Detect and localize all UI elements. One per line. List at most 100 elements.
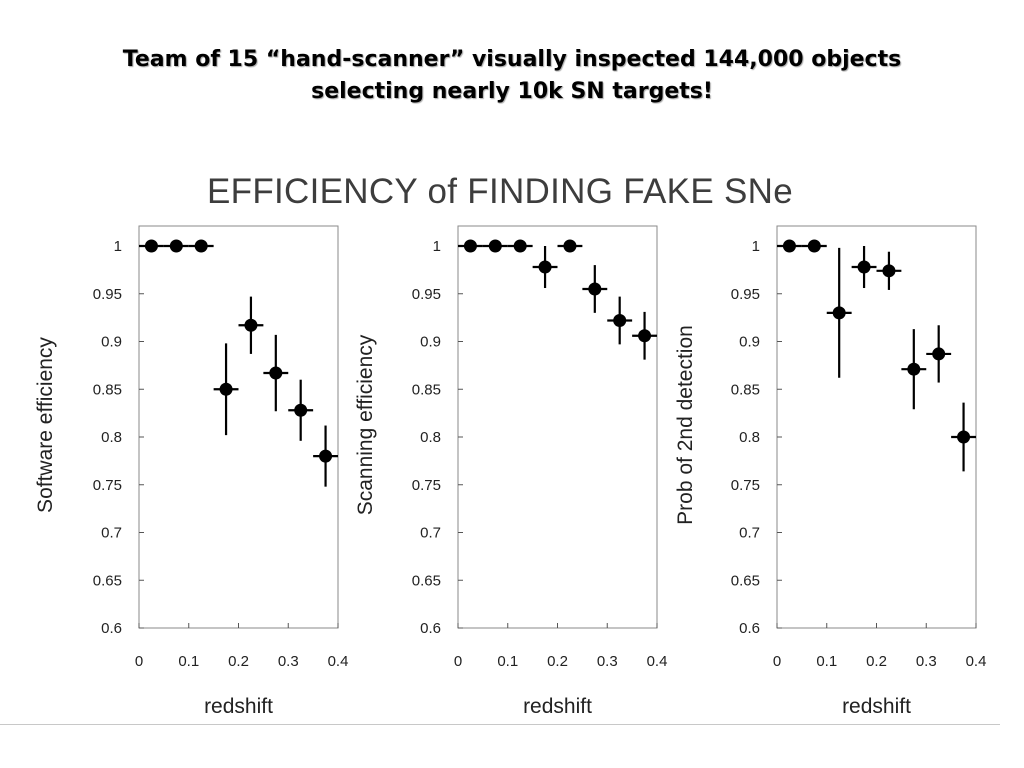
data-marker <box>932 347 946 361</box>
data-marker <box>319 449 333 463</box>
y-tick-label: 1 <box>752 238 760 255</box>
data-marker <box>219 382 233 396</box>
x-tick-label: 0.1 <box>497 653 518 670</box>
data-point <box>188 239 214 253</box>
x-axis-label: redshift <box>204 695 273 718</box>
data-marker <box>563 239 577 253</box>
y-tick-label: 0.65 <box>731 572 760 589</box>
slide-title: Team of 15 “hand-scanner” visually inspe… <box>0 44 1024 108</box>
chart-panel-2: 0.6 0.65 0.7 0.75 0.8 0.85 0.9 0.95 1 0 0.1 0.2 0.3 0… <box>354 225 668 718</box>
x-tick-label: 0.2 <box>228 653 249 670</box>
y-tick-label: 1 <box>433 238 441 255</box>
data-point <box>607 296 633 345</box>
data-marker <box>169 239 183 253</box>
data-point <box>288 379 314 441</box>
y-tick-label: 0.9 <box>420 334 441 351</box>
data-point <box>851 246 877 289</box>
data-point <box>777 239 802 253</box>
x-tick-label: 0.4 <box>328 653 349 670</box>
data-point <box>557 239 583 253</box>
data-point <box>801 239 827 253</box>
data-marker <box>538 260 552 274</box>
x-tick-label: 0.1 <box>816 653 837 670</box>
y-tick-label: 0.7 <box>420 525 441 542</box>
x-tick-label: 0.2 <box>866 653 887 670</box>
data-marker <box>832 306 846 320</box>
chart-panel-1: 0.6 0.65 0.7 0.75 0.8 0.85 0.9 0.95 1 0 0.1 0.2 0.3 0… <box>34 225 349 718</box>
y-tick-label: 0.8 <box>420 429 441 446</box>
data-point <box>926 325 952 383</box>
data-marker <box>269 366 283 380</box>
plot-frame <box>138 225 339 629</box>
data-marker <box>613 313 627 327</box>
data-point <box>458 239 483 253</box>
y-axis-label: Prob of 2nd detection <box>674 325 697 525</box>
y-tick-label: 0.65 <box>412 572 441 589</box>
data-marker <box>144 239 158 253</box>
x-axis-label: redshift <box>523 695 592 718</box>
data-point <box>632 311 657 360</box>
x-axis-label: redshift <box>842 695 911 718</box>
data-point <box>507 239 533 253</box>
y-tick-label: 0.65 <box>93 572 122 589</box>
data-point <box>313 425 338 487</box>
y-tick-label: 0.8 <box>101 429 122 446</box>
y-tick-label: 1 <box>114 238 122 255</box>
y-tick-label: 0.95 <box>412 286 441 303</box>
data-point <box>876 251 902 290</box>
y-tick-label: 0.75 <box>93 477 122 494</box>
data-point <box>532 246 558 289</box>
y-tick-label: 0.7 <box>101 525 122 542</box>
y-tick-label: 0.6 <box>101 620 122 637</box>
y-tick-label: 0.85 <box>412 381 441 398</box>
data-marker <box>638 329 652 343</box>
y-tick-label: 0.95 <box>731 286 760 303</box>
data-point <box>213 343 239 436</box>
data-point <box>238 296 264 354</box>
y-tick-label: 0.85 <box>93 381 122 398</box>
figure-title: EFFICIENCY of FINDING FAKE SNe <box>207 172 793 211</box>
plot-frame <box>457 225 658 629</box>
y-tick-label: 0.6 <box>420 620 441 637</box>
data-point <box>901 329 927 410</box>
data-marker <box>882 264 896 278</box>
data-point <box>263 334 289 412</box>
data-point <box>951 402 976 472</box>
slide-title-line-2: selecting nearly 10k SN targets! <box>311 79 713 104</box>
x-tick-label: 0.4 <box>647 653 668 670</box>
data-marker <box>907 362 921 376</box>
y-tick-label: 0.7 <box>739 525 760 542</box>
data-point <box>139 239 164 253</box>
data-marker <box>957 430 971 444</box>
data-point <box>482 239 508 253</box>
x-tick-label: 0.1 <box>178 653 199 670</box>
data-marker <box>488 239 502 253</box>
data-point <box>582 265 608 313</box>
data-marker <box>588 282 602 296</box>
y-tick-label: 0.9 <box>101 334 122 351</box>
y-tick-label: 0.8 <box>739 429 760 446</box>
x-tick-label: 0.2 <box>547 653 568 670</box>
x-tick-label: 0.4 <box>966 653 987 670</box>
data-marker <box>244 318 258 332</box>
data-marker <box>782 239 796 253</box>
x-tick-label: 0 <box>454 653 462 670</box>
y-tick-label: 0.9 <box>739 334 760 351</box>
x-tick-label: 0.3 <box>278 653 299 670</box>
y-tick-label: 0.6 <box>739 620 760 637</box>
x-tick-label: 0.3 <box>597 653 618 670</box>
y-tick-label: 0.75 <box>412 477 441 494</box>
data-marker <box>807 239 821 253</box>
data-marker <box>294 403 308 417</box>
x-tick-label: 0.3 <box>916 653 937 670</box>
footer-divider <box>0 724 1000 725</box>
chart-panel-3: 0.6 0.65 0.7 0.75 0.8 0.85 0.9 0.95 1 0 0.1 0.2 0.3 0… <box>674 225 987 718</box>
x-tick-label: 0 <box>773 653 781 670</box>
data-point <box>163 239 189 253</box>
plot-frame <box>776 225 977 629</box>
y-tick-label: 0.95 <box>93 286 122 303</box>
y-tick-label: 0.85 <box>731 381 760 398</box>
y-axis-label: Scanning efficiency <box>354 334 377 515</box>
y-tick-label: 0.75 <box>731 477 760 494</box>
